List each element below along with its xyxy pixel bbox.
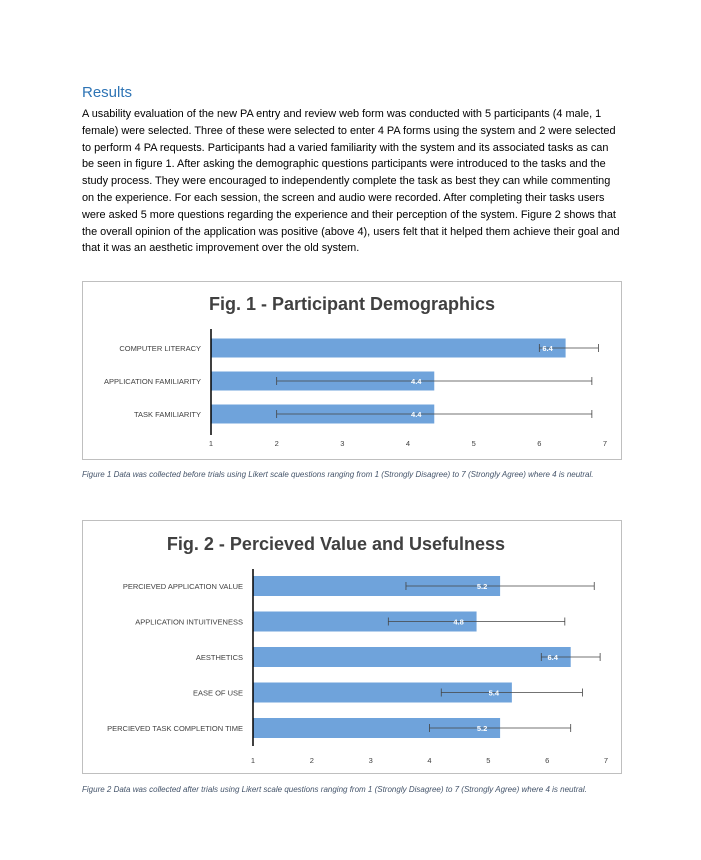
x-tick-label: 4 (427, 756, 431, 765)
bar-3 (253, 647, 571, 667)
category-label: COMPUTER LITERACY (119, 344, 201, 353)
data-label: 4.8 (453, 618, 463, 627)
x-tick-label: 7 (603, 439, 607, 448)
data-label: 5.2 (477, 724, 487, 733)
chart-title: Fig. 1 - Participant Demographics (209, 294, 495, 314)
figure-2-caption: Figure 2 Data was collected after trials… (82, 785, 587, 794)
section-heading: Results (82, 84, 133, 101)
figure-1-chart: Fig. 1 - Participant Demographics COMPUTE… (82, 281, 622, 460)
bar-4 (253, 682, 512, 703)
x-tick-label: 6 (545, 756, 549, 765)
x-tick-label: 3 (369, 756, 373, 765)
data-label: 6.4 (542, 344, 553, 353)
category-label: EASE OF USE (193, 689, 243, 698)
figure-2-chart-svg: Fig. 2 - Percieved Value and Usefulness P… (107, 534, 608, 765)
x-tick-label: 1 (251, 756, 255, 765)
x-tick-label: 6 (537, 439, 541, 448)
bar-1 (253, 576, 501, 596)
category-label: PERCIEVED TASK COMPLETION TIME (107, 724, 243, 733)
category-label: APPLICATION INTUITIVENESS (135, 618, 243, 627)
data-label: 6.4 (547, 653, 558, 662)
category-label: PERCIEVED APPLICATION VALUE (123, 582, 243, 591)
x-tick-label: 2 (275, 439, 279, 448)
x-tick-label: 3 (340, 439, 344, 448)
data-label: 4.4 (411, 410, 422, 419)
bar-5 (253, 718, 501, 738)
category-label: AESTHETICS (196, 653, 243, 662)
data-label: 5.2 (477, 582, 487, 591)
data-label: 4.4 (411, 377, 422, 386)
bar-2 (253, 611, 477, 632)
category-label: APPLICATION FAMILIARITY (104, 377, 201, 386)
x-tick-label: 1 (209, 439, 213, 448)
x-tick-label: 7 (604, 756, 608, 765)
figure-1-chart-svg: Fig. 1 - Participant Demographics COMPUTE… (104, 294, 607, 448)
figure-1-caption: Figure 1 Data was collected before trial… (82, 470, 594, 479)
data-label: 5.4 (489, 689, 500, 698)
results-paragraph: A usability evaluation of the new PA ent… (82, 108, 620, 255)
figure-2-chart: Fig. 2 - Percieved Value and Usefulness P… (82, 520, 622, 774)
x-tick-label: 5 (472, 439, 476, 448)
x-tick-label: 2 (310, 756, 314, 765)
chart-title: Fig. 2 - Percieved Value and Usefulness (167, 534, 505, 554)
category-label: TASK FAMILIARITY (134, 410, 201, 419)
bar-1 (211, 338, 566, 358)
x-tick-label: 5 (486, 756, 490, 765)
x-tick-label: 4 (406, 439, 410, 448)
